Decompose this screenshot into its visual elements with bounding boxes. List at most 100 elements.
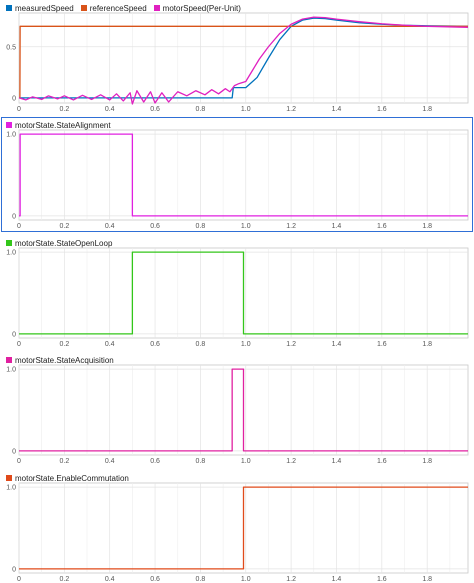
x-tick-label: 0.2 (59, 106, 69, 113)
legend-swatch (6, 122, 12, 128)
x-tick-label: 0.2 (59, 576, 69, 583)
legend-swatch (80, 5, 87, 11)
x-tick-label: 1.2 (286, 458, 296, 465)
x-tick-label: 0 (17, 458, 21, 465)
legend: motorState.StateOpenLoop (6, 237, 119, 249)
x-tick-label: 0 (17, 341, 21, 348)
legend-swatch (6, 240, 12, 246)
x-tick-label: 1.2 (286, 341, 296, 348)
y-tick-label: 0 (12, 213, 16, 220)
legend-label: referenceSpeed (89, 3, 147, 13)
y-tick-label: 1.0 (6, 132, 16, 139)
axes-box (18, 129, 469, 221)
legend-label: motorState.EnableCommutation (15, 473, 129, 483)
y-tick-label: 0 (12, 331, 16, 338)
legend-label: motorSpeed(Per-Unit) (162, 3, 241, 13)
y-tick-label: 1.0 (6, 367, 16, 374)
x-tick-label: 0 (17, 223, 21, 230)
legend-swatch (153, 5, 160, 11)
legend-entry[interactable]: motorState.StateOpenLoop (6, 239, 112, 248)
x-tick-label: 1.0 (241, 576, 251, 583)
x-tick-label: 1.2 (286, 576, 296, 583)
legend-entry[interactable]: motorState.EnableCommutation (6, 474, 129, 483)
y-tick-label: 1.0 (6, 485, 16, 492)
x-tick-label: 1.2 (286, 223, 296, 230)
series-line (18, 16, 469, 105)
scope-panel[interactable]: motorState.StateAcquisition 0 0.2 0.4 0.6 0.8… (0, 352, 474, 465)
legend: motorState.EnableCommutation (6, 472, 136, 484)
x-tick-label: 0 (17, 576, 21, 583)
x-tick-label: 0.4 (105, 341, 115, 348)
y-tick-label: 1.0 (6, 250, 16, 257)
legend-swatch (6, 5, 12, 11)
x-tick-label: 0.8 (196, 576, 206, 583)
x-tick-label: 0.2 (59, 341, 69, 348)
x-tick-label: 1.8 (422, 576, 432, 583)
x-tick-label: 1.4 (332, 458, 342, 465)
plot-area[interactable]: 0 0.2 0.4 0.6 0.8 1.0 1.2 1.4 1.6 1.8 0 1.0 (0, 235, 474, 348)
x-tick-label: 1.6 (377, 576, 387, 583)
x-tick-label: 0.8 (196, 106, 206, 113)
scope-panel[interactable]: measuredSpeed referenceSpeed motorSpeed(Pe… (0, 0, 474, 113)
x-tick-label: 1.4 (332, 576, 342, 583)
legend-swatch (6, 475, 12, 481)
legend-entry[interactable]: motorState.StateAcquisition (6, 356, 114, 365)
x-tick-label: 1.8 (422, 106, 432, 113)
x-tick-label: 1.6 (377, 223, 387, 230)
x-tick-label: 1.2 (286, 106, 296, 113)
x-tick-label: 1.4 (332, 106, 342, 113)
scope-panel[interactable]: motorState.StateOpenLoop 0 0.2 0.4 0.6 0.8 1.0… (0, 235, 474, 348)
x-tick-label: 0.8 (196, 223, 206, 230)
legend-swatch (6, 357, 12, 363)
legend-label: measuredSpeed (15, 3, 74, 13)
series-line (19, 486, 468, 570)
y-tick-label: 0 (12, 448, 16, 455)
legend-label: motorState.StateOpenLoop (15, 238, 113, 248)
legend: measuredSpeed referenceSpeed motorSpeed(Pe… (6, 2, 248, 14)
legend-entry[interactable]: motorSpeed(Per-Unit) (153, 3, 241, 13)
x-tick-label: 1.8 (422, 341, 432, 348)
x-tick-label: 0.6 (150, 223, 160, 230)
x-tick-label: 0.8 (196, 458, 206, 465)
legend-label: motorState.StateAcquisition (15, 355, 114, 365)
x-tick-label: 0.6 (150, 106, 160, 113)
x-tick-label: 0.6 (150, 458, 160, 465)
scope-panel[interactable]: motorState.StateAlignment 0 0.2 0.4 0.6 0.8 1.… (0, 117, 474, 232)
legend: motorState.StateAcquisition (6, 354, 121, 366)
series-line (19, 133, 468, 217)
legend-entry[interactable]: measuredSpeed (6, 4, 74, 13)
y-tick-label: 0 (12, 566, 16, 573)
legend-label: motorState.StateAlignment (15, 120, 111, 130)
x-tick-label: 1.4 (332, 223, 342, 230)
x-tick-label: 0.4 (105, 576, 115, 583)
scope-panel[interactable]: motorState.EnableCommutation 0 0.2 0.4 0.6 0.… (0, 470, 474, 583)
x-tick-label: 0.2 (59, 223, 69, 230)
x-tick-label: 1.8 (422, 458, 432, 465)
x-tick-label: 0.6 (150, 341, 160, 348)
x-tick-label: 1.6 (377, 106, 387, 113)
x-tick-label: 1.4 (332, 341, 342, 348)
x-tick-label: 0 (17, 106, 21, 113)
x-tick-label: 0.4 (105, 223, 115, 230)
x-tick-label: 1.0 (241, 341, 251, 348)
plot-area[interactable]: 0 0.2 0.4 0.6 0.8 1.0 1.2 1.4 1.6 1.8 0 1.0 (0, 117, 474, 230)
legend-entry[interactable]: motorState.StateAlignment (6, 121, 111, 130)
x-tick-label: 1.0 (241, 223, 251, 230)
series-line (19, 368, 468, 452)
x-tick-label: 1.0 (241, 458, 251, 465)
x-tick-label: 0.8 (196, 341, 206, 348)
plot-area[interactable]: 0 0.2 0.4 0.6 0.8 1.0 1.2 1.4 1.6 1.8 0 1.0 (0, 470, 474, 583)
x-tick-label: 1.0 (241, 106, 251, 113)
x-tick-label: 1.6 (377, 458, 387, 465)
x-tick-label: 0.4 (105, 458, 115, 465)
x-tick-label: 0.4 (105, 106, 115, 113)
y-tick-label: 0.5 (6, 44, 16, 51)
legend-entry[interactable]: referenceSpeed (80, 3, 147, 13)
x-tick-label: 0.6 (150, 576, 160, 583)
x-tick-label: 1.8 (422, 223, 432, 230)
plot-area[interactable]: 0 0.2 0.4 0.6 0.8 1.0 1.2 1.4 1.6 1.8 0 1.0 (0, 352, 474, 465)
x-tick-label: 1.6 (377, 341, 387, 348)
x-tick-label: 0.2 (59, 458, 69, 465)
series-line (19, 251, 468, 335)
plot-area[interactable]: 0 0.2 0.4 0.6 0.8 1.0 1.2 1.4 1.6 1.8 0 0.5 (0, 0, 474, 113)
